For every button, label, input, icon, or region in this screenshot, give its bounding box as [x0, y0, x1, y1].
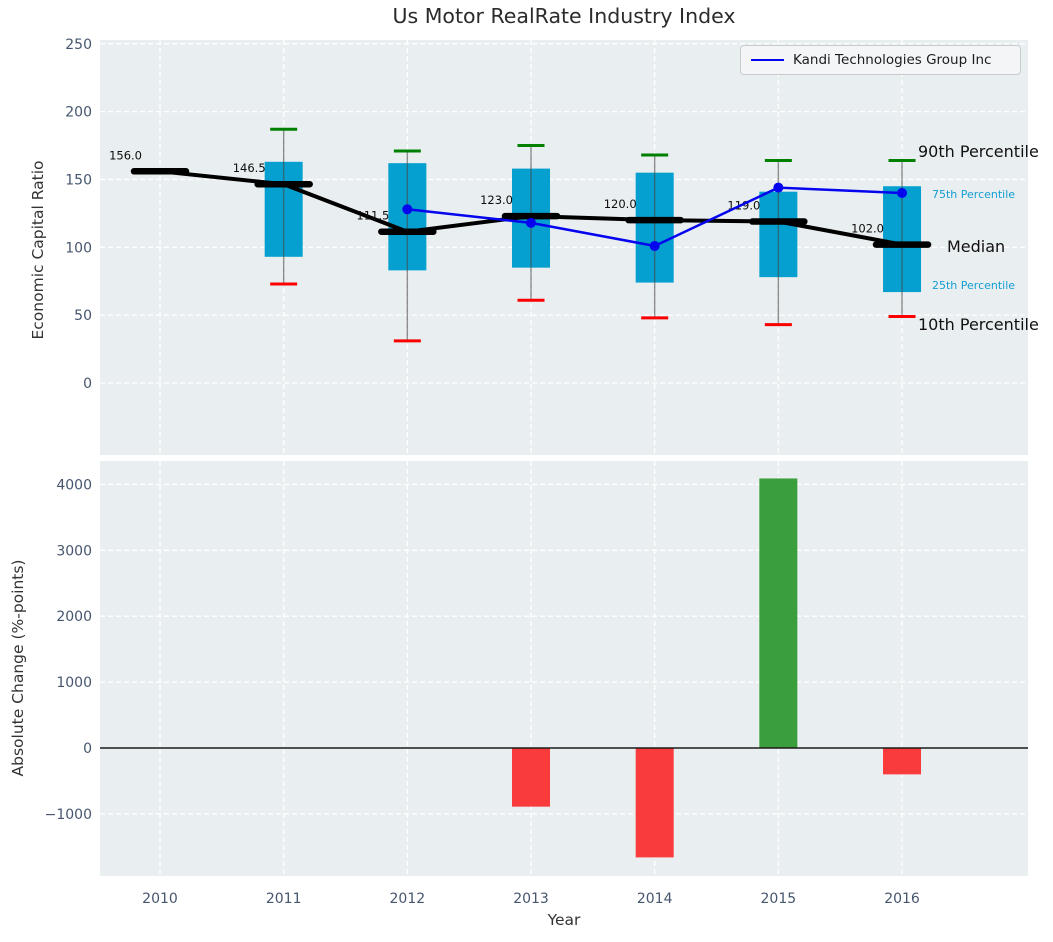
change-bar-2016 [883, 748, 922, 775]
xtick-2016: 2016 [884, 891, 920, 907]
kandi-point-2013 [526, 217, 537, 228]
top-ytick-200: 200 [65, 105, 92, 121]
bottom-ytick-0: 0 [83, 741, 92, 757]
median-value-label-2016: 102.0 [851, 222, 884, 236]
bottom-axes-background [100, 461, 1028, 876]
bottom-y-axis-label: Absolute Change (%-points) [9, 559, 27, 777]
median-value-label-2013: 123.0 [480, 193, 513, 207]
annotation-median: Median [947, 237, 1006, 256]
median-value-label-2014: 120.0 [604, 197, 637, 211]
legend-line-sample [751, 59, 784, 61]
xtick-2014: 2014 [637, 891, 673, 907]
top-ytick-150: 150 [65, 172, 92, 188]
bottom-ytick-1000: 1000 [56, 675, 92, 691]
change-bar-2015 [759, 478, 798, 748]
xtick-2013: 2013 [513, 891, 549, 907]
median-value-label-2011: 146.5 [233, 161, 266, 175]
legend: Kandi Technologies Group Inc [740, 45, 1021, 75]
xtick-2015: 2015 [761, 891, 797, 907]
median-value-label-2012: 111.5 [356, 209, 389, 223]
kandi-point-2016 [897, 188, 908, 199]
top-y-axis-label: Economic Capital Ratio [29, 160, 47, 340]
top-ytick-50: 50 [74, 308, 92, 324]
bottom-ytick-2000: 2000 [56, 609, 92, 625]
change-bar-2014 [635, 748, 674, 858]
bottom-ytick-3000: 3000 [56, 543, 92, 559]
annotation-90th-percentile: 90th Percentile [918, 142, 1039, 161]
top-ytick-0: 0 [83, 376, 92, 392]
annotation-25th-percentile: 25th Percentile [932, 279, 1016, 292]
legend-label: Kandi Technologies Group Inc [793, 52, 992, 68]
xtick-2011: 2011 [266, 891, 302, 907]
top-ytick-250: 250 [65, 37, 92, 53]
kandi-point-2012 [402, 204, 413, 215]
kandi-point-2014 [649, 240, 660, 251]
median-value-label-2010: 156.0 [109, 148, 142, 162]
kandi-point-2015 [773, 182, 784, 193]
top-ytick-100: 100 [65, 240, 92, 256]
annotation-75th-percentile: 75th Percentile [932, 188, 1016, 201]
bottom-ytick-−1000: −1000 [45, 807, 92, 823]
xtick-2012: 2012 [390, 891, 426, 907]
bottom-ytick-4000: 4000 [56, 477, 92, 493]
xtick-2010: 2010 [142, 891, 178, 907]
annotation-10th-percentile: 10th Percentile [918, 315, 1039, 334]
chart-title: Us Motor RealRate Industry Index [392, 4, 736, 28]
x-axis-label: Year [547, 911, 581, 929]
change-bar-2013 [512, 748, 551, 807]
